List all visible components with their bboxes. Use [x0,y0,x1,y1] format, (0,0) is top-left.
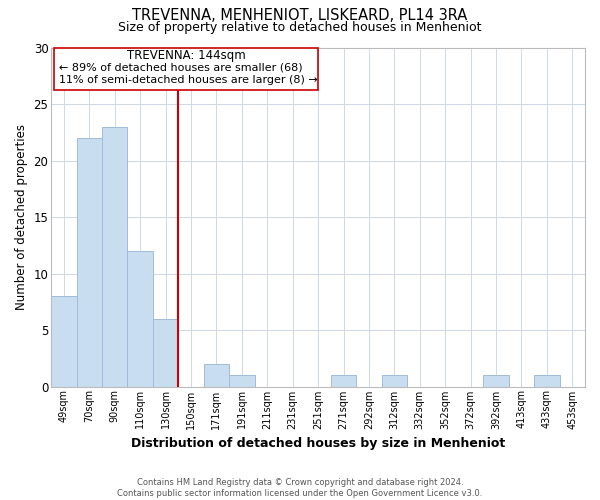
FancyBboxPatch shape [54,48,318,90]
Bar [484,375,509,386]
Text: TREVENNA: 144sqm: TREVENNA: 144sqm [127,49,245,62]
Bar [382,375,407,386]
Text: 11% of semi-detached houses are larger (8) →: 11% of semi-detached houses are larger (… [59,76,318,86]
Bar [51,296,77,386]
Bar [229,375,254,386]
Bar [153,318,178,386]
Bar [534,375,560,386]
Bar [77,138,102,386]
Bar [102,126,127,386]
Text: Contains HM Land Registry data © Crown copyright and database right 2024.
Contai: Contains HM Land Registry data © Crown c… [118,478,482,498]
Y-axis label: Number of detached properties: Number of detached properties [15,124,28,310]
Text: TREVENNA, MENHENIOT, LISKEARD, PL14 3RA: TREVENNA, MENHENIOT, LISKEARD, PL14 3RA [133,8,467,22]
X-axis label: Distribution of detached houses by size in Menheniot: Distribution of detached houses by size … [131,437,505,450]
Bar [331,375,356,386]
Text: Size of property relative to detached houses in Menheniot: Size of property relative to detached ho… [118,21,482,34]
Text: ← 89% of detached houses are smaller (68): ← 89% of detached houses are smaller (68… [59,63,303,73]
Bar [204,364,229,386]
Bar [127,251,153,386]
